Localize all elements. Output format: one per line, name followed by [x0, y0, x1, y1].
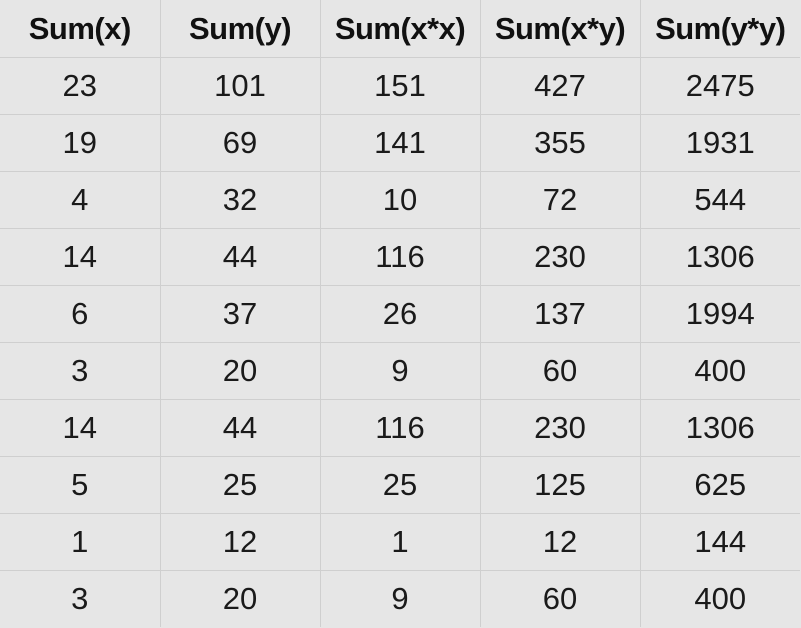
table-cell: 12 [160, 513, 321, 571]
table-cell: 144 [640, 513, 800, 571]
table-row: 14 44 116 230 1306 [0, 228, 800, 286]
table-cell: 3 [0, 342, 161, 400]
table-cell: 116 [320, 399, 481, 457]
table-cell: 3 [0, 570, 161, 627]
table-cell: 2475 [640, 57, 800, 115]
table-cell: 44 [160, 228, 321, 286]
table-cell: 1931 [640, 114, 800, 172]
table-cell: 19 [0, 114, 161, 172]
table-cell: 355 [480, 114, 641, 172]
table-cell: 1994 [640, 285, 800, 343]
column-header-sum-xx: Sum(x*x) [320, 0, 481, 58]
column-header-sum-x: Sum(x) [0, 0, 161, 58]
table-cell: 72 [480, 171, 641, 229]
table-cell: 9 [320, 570, 481, 627]
table-cell: 44 [160, 399, 321, 457]
table-cell: 1306 [640, 228, 800, 286]
table-cell: 141 [320, 114, 481, 172]
table-row: 3 20 9 60 400 [0, 570, 800, 627]
table-cell: 101 [160, 57, 321, 115]
table-cell: 32 [160, 171, 321, 229]
table-row: 14 44 116 230 1306 [0, 399, 800, 457]
table-row: 1 12 1 12 144 [0, 513, 800, 571]
table-cell: 230 [480, 399, 641, 457]
table-cell: 1 [320, 513, 481, 571]
table-cell: 20 [160, 342, 321, 400]
table-cell: 4 [0, 171, 161, 229]
table-row: 3 20 9 60 400 [0, 342, 800, 400]
table-cell: 1306 [640, 399, 800, 457]
table-cell: 25 [160, 456, 321, 514]
table-cell: 400 [640, 570, 800, 627]
table-row: 19 69 141 355 1931 [0, 114, 800, 172]
table-cell: 400 [640, 342, 800, 400]
table-cell: 5 [0, 456, 161, 514]
column-header-sum-xy: Sum(x*y) [480, 0, 641, 58]
table-cell: 60 [480, 570, 641, 627]
table-row: 5 25 25 125 625 [0, 456, 800, 514]
table-cell: 625 [640, 456, 800, 514]
table-cell: 60 [480, 342, 641, 400]
table-row: 6 37 26 137 1994 [0, 285, 800, 343]
table-body: 23 101 151 427 2475 19 69 141 355 1931 4 32 10 72 544 1… [0, 57, 800, 627]
table-cell: 1 [0, 513, 161, 571]
table-cell: 37 [160, 285, 321, 343]
table-cell: 26 [320, 285, 481, 343]
column-header-sum-yy: Sum(y*y) [640, 0, 800, 58]
table-cell: 9 [320, 342, 481, 400]
table-cell: 151 [320, 57, 481, 115]
table-cell: 12 [480, 513, 641, 571]
table-cell: 14 [0, 228, 161, 286]
table-cell: 10 [320, 171, 481, 229]
table-cell: 544 [640, 171, 800, 229]
table-cell: 20 [160, 570, 321, 627]
header-row: Sum(x) Sum(y) Sum(x*x) Sum(x*y) Sum(y*y) [0, 0, 800, 58]
table-cell: 116 [320, 228, 481, 286]
table-row: 23 101 151 427 2475 [0, 57, 800, 115]
table-cell: 6 [0, 285, 161, 343]
table-cell: 23 [0, 57, 161, 115]
table-cell: 427 [480, 57, 641, 115]
column-header-sum-y: Sum(y) [160, 0, 321, 58]
table-cell: 14 [0, 399, 161, 457]
table-cell: 25 [320, 456, 481, 514]
table-cell: 125 [480, 456, 641, 514]
table-cell: 137 [480, 285, 641, 343]
table-cell: 230 [480, 228, 641, 286]
table-cell: 69 [160, 114, 321, 172]
table-row: 4 32 10 72 544 [0, 171, 800, 229]
